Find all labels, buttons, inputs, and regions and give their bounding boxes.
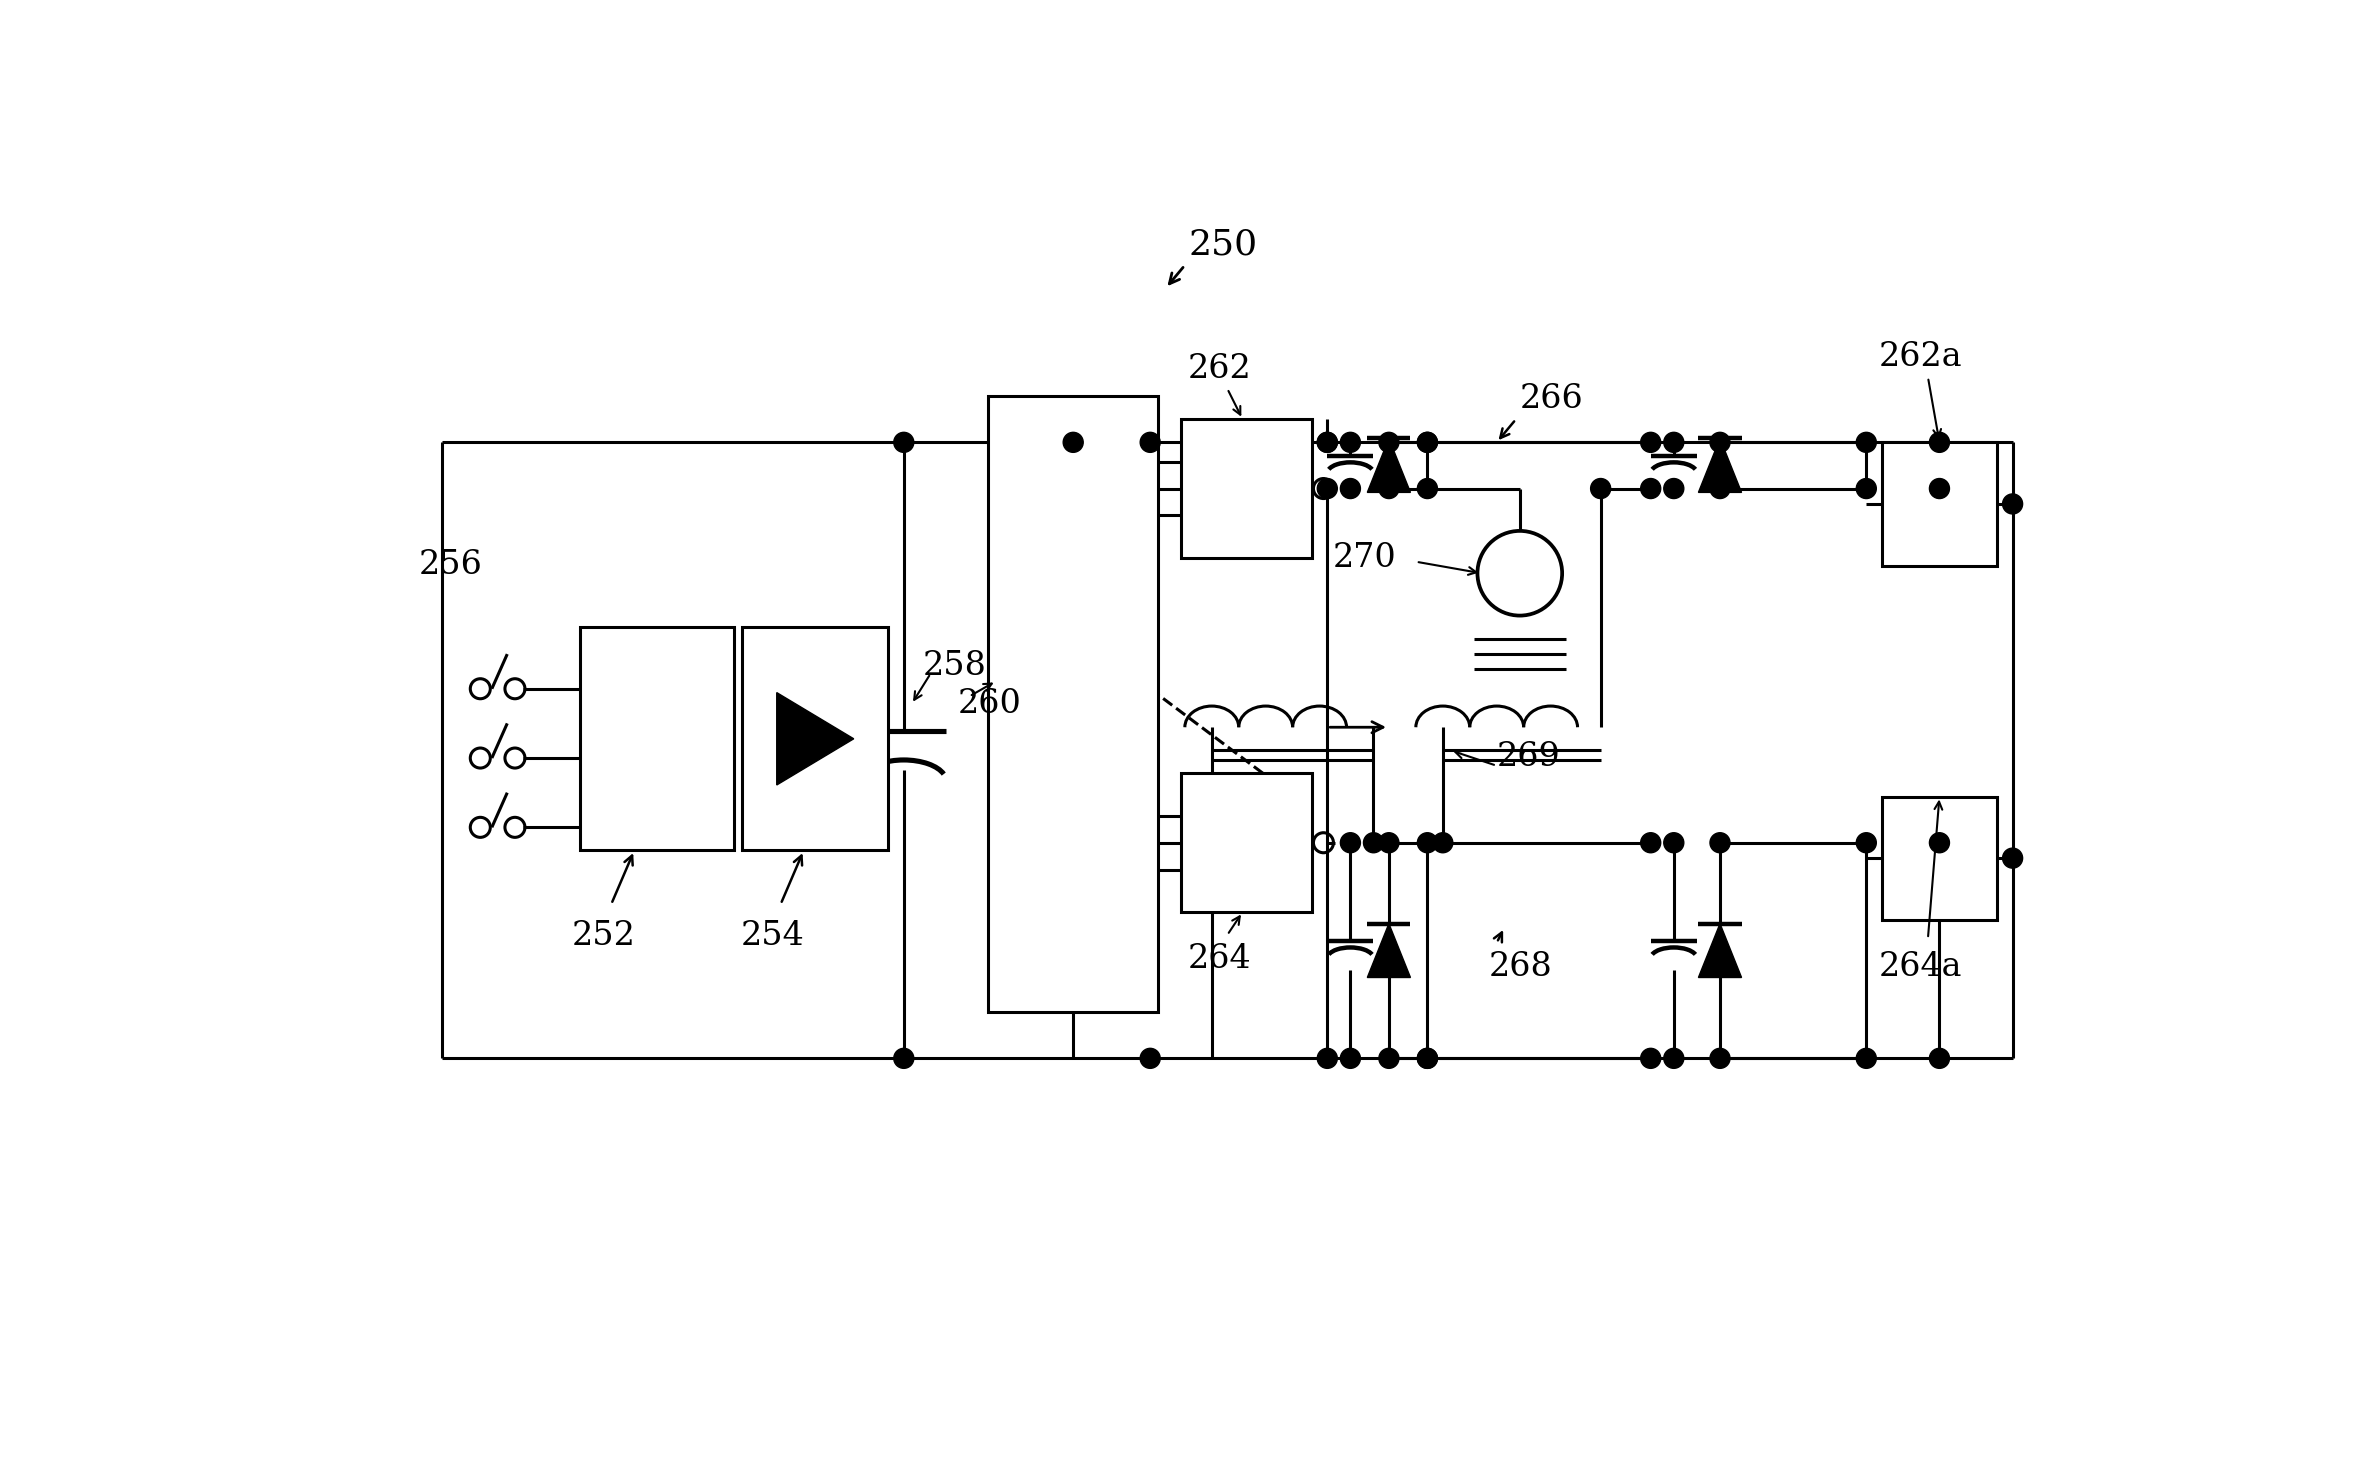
Circle shape xyxy=(1641,432,1660,453)
Bar xyxy=(580,627,735,850)
Polygon shape xyxy=(1367,924,1410,978)
Circle shape xyxy=(1341,432,1360,453)
Text: 270: 270 xyxy=(1332,542,1396,573)
Circle shape xyxy=(1710,833,1731,853)
Circle shape xyxy=(1929,478,1950,498)
Circle shape xyxy=(1434,833,1453,853)
Circle shape xyxy=(1641,1048,1660,1069)
Circle shape xyxy=(1317,432,1336,453)
Circle shape xyxy=(1341,833,1360,853)
Circle shape xyxy=(1417,432,1436,453)
Bar xyxy=(1881,796,1998,919)
Circle shape xyxy=(1710,478,1731,498)
Circle shape xyxy=(1591,478,1610,498)
Text: 264a: 264a xyxy=(1879,950,1962,982)
Circle shape xyxy=(1857,1048,1876,1069)
Circle shape xyxy=(1857,478,1876,498)
Circle shape xyxy=(894,432,913,453)
Circle shape xyxy=(1379,432,1398,453)
Circle shape xyxy=(1929,432,1950,453)
Circle shape xyxy=(1317,478,1336,498)
Circle shape xyxy=(1857,432,1876,453)
Text: 252: 252 xyxy=(571,919,635,951)
Circle shape xyxy=(1317,432,1336,453)
Circle shape xyxy=(1665,478,1684,498)
Bar xyxy=(1182,774,1313,912)
Text: 254: 254 xyxy=(742,919,804,951)
Bar xyxy=(742,627,889,850)
Circle shape xyxy=(1710,1048,1731,1069)
Circle shape xyxy=(1641,833,1660,853)
Circle shape xyxy=(1341,478,1360,498)
Circle shape xyxy=(1857,833,1876,853)
Circle shape xyxy=(1063,432,1084,453)
Circle shape xyxy=(894,1048,913,1069)
Circle shape xyxy=(1665,833,1684,853)
Circle shape xyxy=(1417,432,1436,453)
Circle shape xyxy=(1379,833,1398,853)
Circle shape xyxy=(1139,1048,1160,1069)
Circle shape xyxy=(1379,1048,1398,1069)
Circle shape xyxy=(1317,1048,1336,1069)
Text: 262: 262 xyxy=(1187,353,1251,384)
Circle shape xyxy=(1417,1048,1436,1069)
Circle shape xyxy=(1139,432,1160,453)
Circle shape xyxy=(1929,1048,1950,1069)
Text: 262a: 262a xyxy=(1879,342,1962,372)
Circle shape xyxy=(1417,833,1436,853)
Bar xyxy=(1881,443,1998,566)
Polygon shape xyxy=(1698,924,1741,978)
Text: 256: 256 xyxy=(419,548,483,581)
Polygon shape xyxy=(1698,438,1741,493)
Circle shape xyxy=(1929,833,1950,853)
Polygon shape xyxy=(1367,438,1410,493)
Text: 258: 258 xyxy=(923,649,987,682)
Circle shape xyxy=(1665,432,1684,453)
Circle shape xyxy=(1363,833,1384,853)
Circle shape xyxy=(1379,478,1398,498)
Bar xyxy=(1182,419,1313,559)
Circle shape xyxy=(1417,478,1436,498)
Bar xyxy=(989,396,1158,1012)
Circle shape xyxy=(1665,1048,1684,1069)
Circle shape xyxy=(1417,1048,1436,1069)
Text: 260: 260 xyxy=(958,688,1023,720)
Text: 268: 268 xyxy=(1489,950,1553,982)
Circle shape xyxy=(1710,432,1731,453)
Text: 269: 269 xyxy=(1496,742,1560,774)
Text: 264: 264 xyxy=(1187,943,1251,975)
Circle shape xyxy=(2002,849,2024,868)
Circle shape xyxy=(1641,478,1660,498)
Text: 266: 266 xyxy=(1520,384,1584,415)
Circle shape xyxy=(1341,1048,1360,1069)
Polygon shape xyxy=(778,692,854,784)
Text: 250: 250 xyxy=(1189,227,1258,261)
Circle shape xyxy=(2002,494,2024,515)
